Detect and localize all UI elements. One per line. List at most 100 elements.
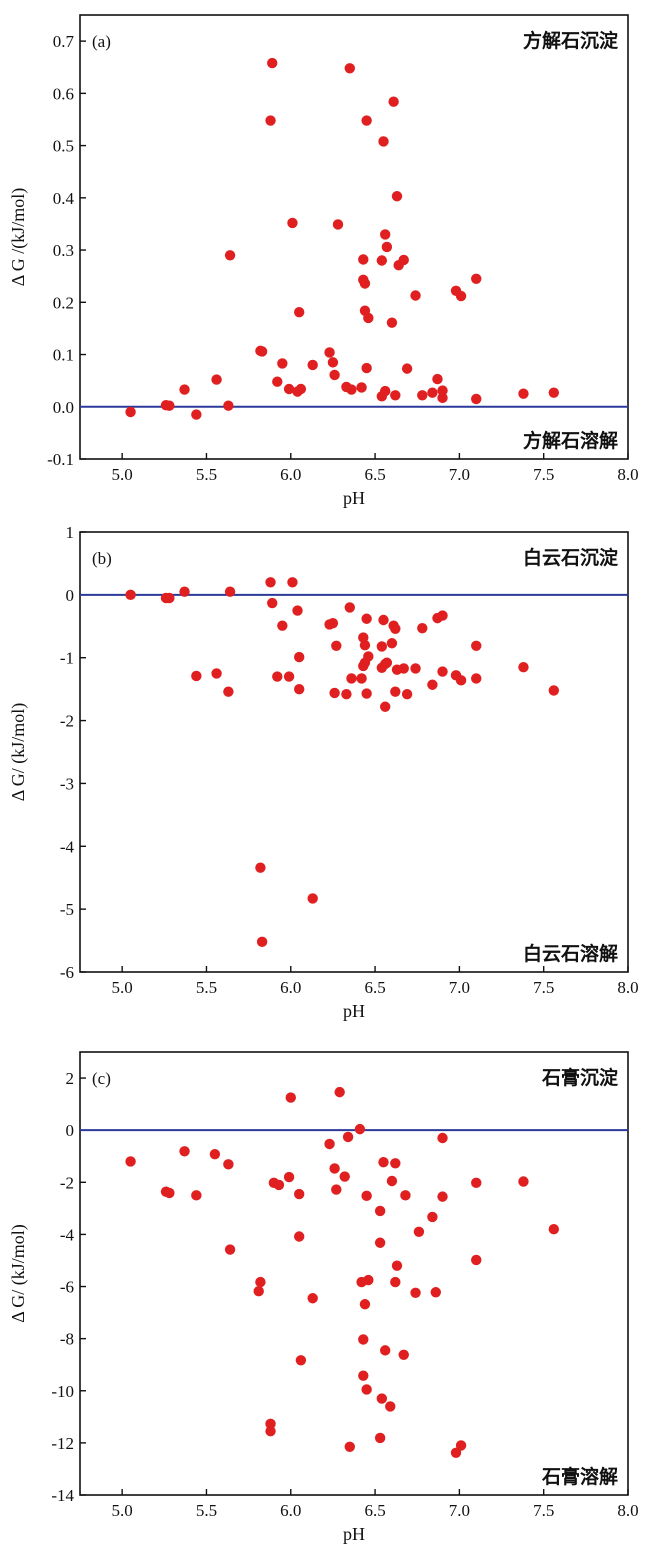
x-tick-label: 6.0 xyxy=(280,1501,301,1520)
data-point xyxy=(331,1184,342,1195)
data-point xyxy=(339,1171,350,1182)
y-tick-label: 2 xyxy=(66,1069,75,1088)
data-point xyxy=(273,1179,285,1191)
data-point xyxy=(471,640,482,651)
data-point xyxy=(381,241,393,253)
data-point xyxy=(294,1231,305,1242)
x-tick-label: 5.0 xyxy=(112,465,133,484)
plot-frame xyxy=(79,14,629,460)
data-point xyxy=(548,387,560,398)
data-point xyxy=(386,317,398,328)
x-tick-label: 7.5 xyxy=(533,465,554,484)
data-point xyxy=(410,1287,421,1298)
data-point xyxy=(455,290,467,302)
data-point xyxy=(361,1384,372,1395)
y-tick-label: -5 xyxy=(60,900,74,919)
data-point xyxy=(363,651,374,662)
data-point xyxy=(179,586,190,597)
data-point xyxy=(471,1177,482,1189)
data-point xyxy=(471,273,482,284)
x-tick-label: 7.0 xyxy=(449,1501,470,1520)
data-point xyxy=(255,1276,266,1288)
data-point xyxy=(374,1432,386,1444)
x-tick-label: 8.0 xyxy=(617,465,638,484)
data-point xyxy=(385,1401,396,1412)
x-tick-label: 7.0 xyxy=(449,465,470,484)
data-point xyxy=(346,384,357,395)
data-point xyxy=(324,347,335,358)
data-point xyxy=(471,393,482,405)
chart-panel-b: 5.0 5.5 6.0 6.5 7.0 7.5 8.0 -6 -5 -4 -3 -2 -1 0 1 (b) 白云… xyxy=(8,523,639,1021)
data-point xyxy=(361,613,372,624)
data-point xyxy=(294,307,305,318)
data-point xyxy=(164,1187,175,1199)
data-point xyxy=(378,614,389,626)
x-tick-label: 6.5 xyxy=(364,1501,385,1520)
data-point xyxy=(324,1138,335,1150)
data-point xyxy=(432,373,443,385)
data-point xyxy=(253,1286,264,1297)
data-point xyxy=(211,374,222,385)
plot-frame xyxy=(79,1051,629,1496)
data-point xyxy=(437,1191,448,1202)
data-point xyxy=(379,701,391,712)
x-tick-label: 5.5 xyxy=(196,978,217,997)
x-tick-label: 8.0 xyxy=(617,978,638,997)
data-point xyxy=(358,1334,369,1345)
data-point xyxy=(390,686,401,697)
data-point xyxy=(292,605,303,616)
data-point xyxy=(223,686,234,697)
data-point xyxy=(361,688,372,699)
x-tick-label: 7.5 xyxy=(533,978,554,997)
data-point xyxy=(285,1092,296,1103)
data-point xyxy=(391,191,403,202)
y-tick-label: -14 xyxy=(51,1486,74,1505)
data-point xyxy=(378,1157,389,1168)
x-tick-label: 5.5 xyxy=(196,1501,217,1520)
y-tick-label: -10 xyxy=(51,1382,74,1401)
panel-label: (b) xyxy=(92,549,112,568)
data-point xyxy=(267,597,278,609)
data-point xyxy=(386,1175,398,1187)
data-point xyxy=(455,675,467,686)
data-point xyxy=(400,1190,411,1201)
data-point xyxy=(342,1131,354,1143)
annotation-dissolution: 石膏溶解 xyxy=(541,1465,618,1488)
annotation-dissolution: 白云石溶解 xyxy=(523,942,618,965)
data-point xyxy=(518,1176,529,1187)
x-tick-label: 5.0 xyxy=(112,1501,133,1520)
chart-panel-a: 5.0 5.5 6.0 6.5 7.0 7.5 8.0 -0.1 0.0 0.1 0.2 0.3 0.4… xyxy=(8,14,639,508)
data-point xyxy=(437,385,448,396)
data-point xyxy=(391,1260,403,1271)
y-tick-label: 0.5 xyxy=(53,137,74,156)
data-point xyxy=(179,1146,190,1157)
data-point xyxy=(255,862,266,873)
data-point xyxy=(265,1418,276,1430)
data-point xyxy=(376,641,388,652)
data-point xyxy=(256,936,268,948)
data-point xyxy=(346,673,357,684)
data-point xyxy=(390,1158,401,1169)
data-point xyxy=(287,577,298,588)
data-point xyxy=(379,385,391,397)
data-point xyxy=(437,666,448,677)
data-point xyxy=(378,136,389,147)
data-point xyxy=(332,219,344,230)
y-tick-label: -6 xyxy=(60,963,74,982)
x-tick-label: 6.0 xyxy=(280,465,301,484)
data-point xyxy=(427,387,438,398)
data-point xyxy=(437,1132,448,1144)
chart-panel-c: 5.0 5.5 6.0 6.5 7.0 7.5 8.0 -14 -12 -10 -8 -6 -4 -2 0 2… xyxy=(8,1051,639,1544)
data-point xyxy=(363,1274,374,1286)
x-tick-label: 5.0 xyxy=(112,978,133,997)
x-tick-label: 7.0 xyxy=(449,978,470,997)
data-point xyxy=(287,217,298,229)
x-axis-title: pH xyxy=(343,488,365,508)
data-point xyxy=(164,400,175,411)
y-tick-label: -2 xyxy=(60,1173,74,1192)
data-point xyxy=(277,620,288,631)
y-axis-title: Δ G/ (kJ/mol) xyxy=(8,1224,29,1323)
data-point xyxy=(437,392,448,404)
data-point xyxy=(272,671,283,682)
